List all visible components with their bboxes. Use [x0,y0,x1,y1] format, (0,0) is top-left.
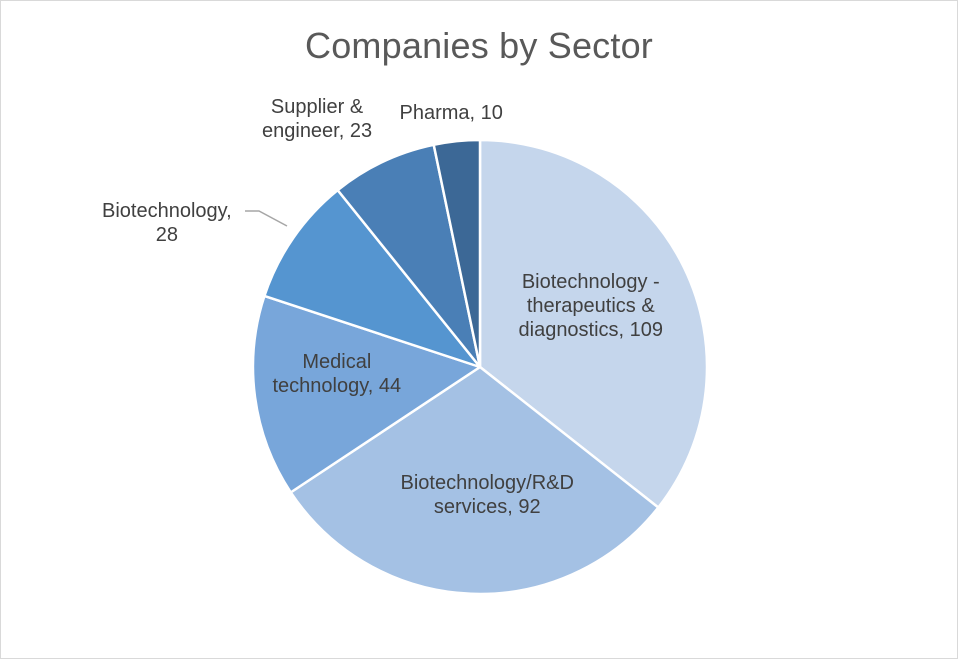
slice-label-line: services, 92 [433,496,541,518]
slice-label-line: technology, 44 [272,375,402,397]
slice-label: Biotechnology, 28 [102,199,232,247]
pie-slice-biotechnology [263,188,482,369]
slice-label-line: Biotechnology/R&D [400,472,574,494]
slice-label: Medical technology, 44 [273,350,402,398]
slice-label-line: diagnostics, 109 [518,319,664,341]
slice-label-line: Biotechnology - [521,271,660,293]
slice-label: Pharma, 10 [400,101,503,125]
slice-label: Biotechnology/R&D services, 92 [401,471,574,519]
slice-label-line: Supplier & [270,96,364,118]
pie-slice-biotechnology-r-d-services [289,365,660,596]
slice-label: Biotechnology - therapeutics & diagnostics… [519,270,664,342]
slice-label-line: engineer, 23 [262,120,373,142]
pie-slice-biotechnology-therapeutics-diagnostics [478,138,709,509]
slice-label-line: 28 [155,224,178,246]
pie-slice-pharma [432,138,482,369]
leader-line [245,210,288,227]
chart-title: Companies by Sector [305,25,653,66]
slice-label-line: therapeutics & [526,295,655,317]
slice-label: Supplier & engineer, 23 [262,95,372,143]
slice-label-line: Medical [302,351,372,373]
slice-label-line: Pharma, 10 [399,102,503,124]
slice-label-line: Biotechnology, [102,200,232,222]
pie-slice-medical-technology [251,294,482,494]
